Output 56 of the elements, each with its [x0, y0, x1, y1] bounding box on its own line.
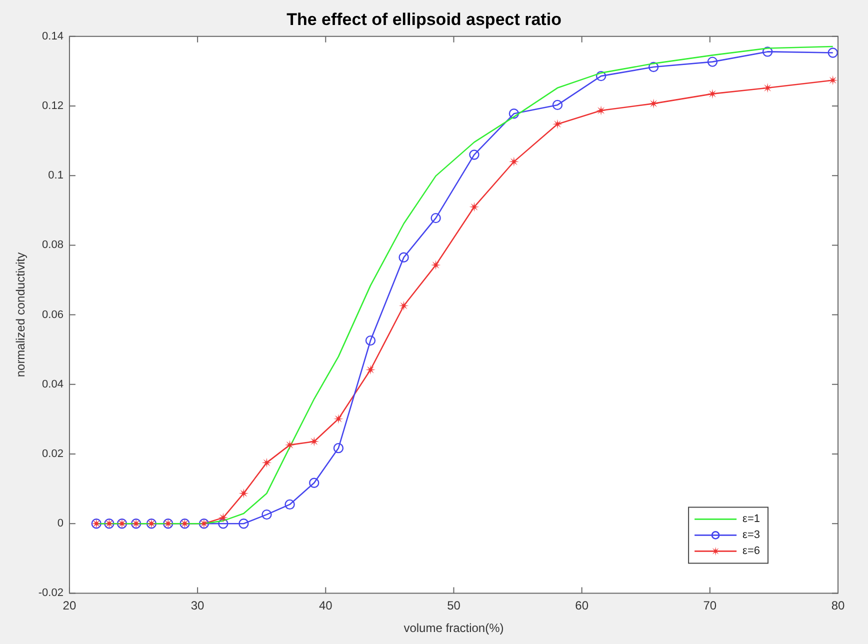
point [309, 436, 320, 446]
y-tick-label: 0 [57, 518, 64, 530]
x-tick-label: 70 [703, 598, 717, 613]
y-axis-title: normalized conductivity [14, 252, 28, 378]
point [262, 509, 272, 520]
point [284, 499, 295, 510]
point [333, 442, 344, 454]
point [828, 75, 838, 86]
point [508, 156, 519, 167]
point [365, 335, 376, 346]
chart-title: The effect of ellipsoid aspect ratio [286, 10, 562, 29]
point [430, 260, 441, 270]
point [828, 48, 838, 58]
point [238, 518, 249, 529]
point [707, 88, 718, 99]
point [284, 440, 295, 450]
y-tick-label: 0.14 [42, 30, 64, 42]
y-tick-label: 0.12 [42, 100, 64, 112]
legend-label: ε=6 [742, 545, 760, 558]
x-tick-label: 30 [190, 598, 205, 613]
x-tick-label: 80 [831, 598, 845, 613]
y-tick-label: -0.02 [38, 587, 64, 600]
y-tick-label: 0.02 [42, 448, 64, 460]
point [262, 458, 272, 468]
point [398, 252, 409, 262]
point [398, 300, 409, 311]
point [238, 488, 249, 498]
y-tick-label: 0.06 [42, 308, 64, 321]
point [762, 46, 773, 57]
x-tick-label: 40 [318, 598, 333, 613]
point [648, 62, 659, 72]
point [365, 364, 376, 375]
x-tick-label: 60 [575, 598, 589, 613]
y-tick-label: 0.04 [42, 378, 64, 390]
point [218, 518, 228, 529]
point [552, 119, 562, 130]
point [552, 100, 563, 110]
point [469, 202, 480, 212]
x-tick-label: 50 [447, 598, 461, 613]
point [309, 478, 320, 488]
point [648, 98, 659, 109]
point [430, 212, 441, 224]
y-tick-label: 0.1 [48, 170, 64, 182]
point [508, 108, 520, 119]
point [596, 106, 606, 116]
y-tick-label: 0.08 [42, 239, 64, 252]
point [596, 70, 606, 82]
point [218, 512, 228, 523]
legend-label: ε=1 [742, 513, 760, 526]
x-tick-label: 20 [62, 598, 76, 613]
point [707, 56, 718, 67]
point [762, 82, 773, 93]
point [469, 150, 480, 160]
point [333, 414, 344, 424]
x-axis-title: volume fraction(%) [404, 621, 504, 636]
legend-label: ε=3 [742, 529, 760, 542]
